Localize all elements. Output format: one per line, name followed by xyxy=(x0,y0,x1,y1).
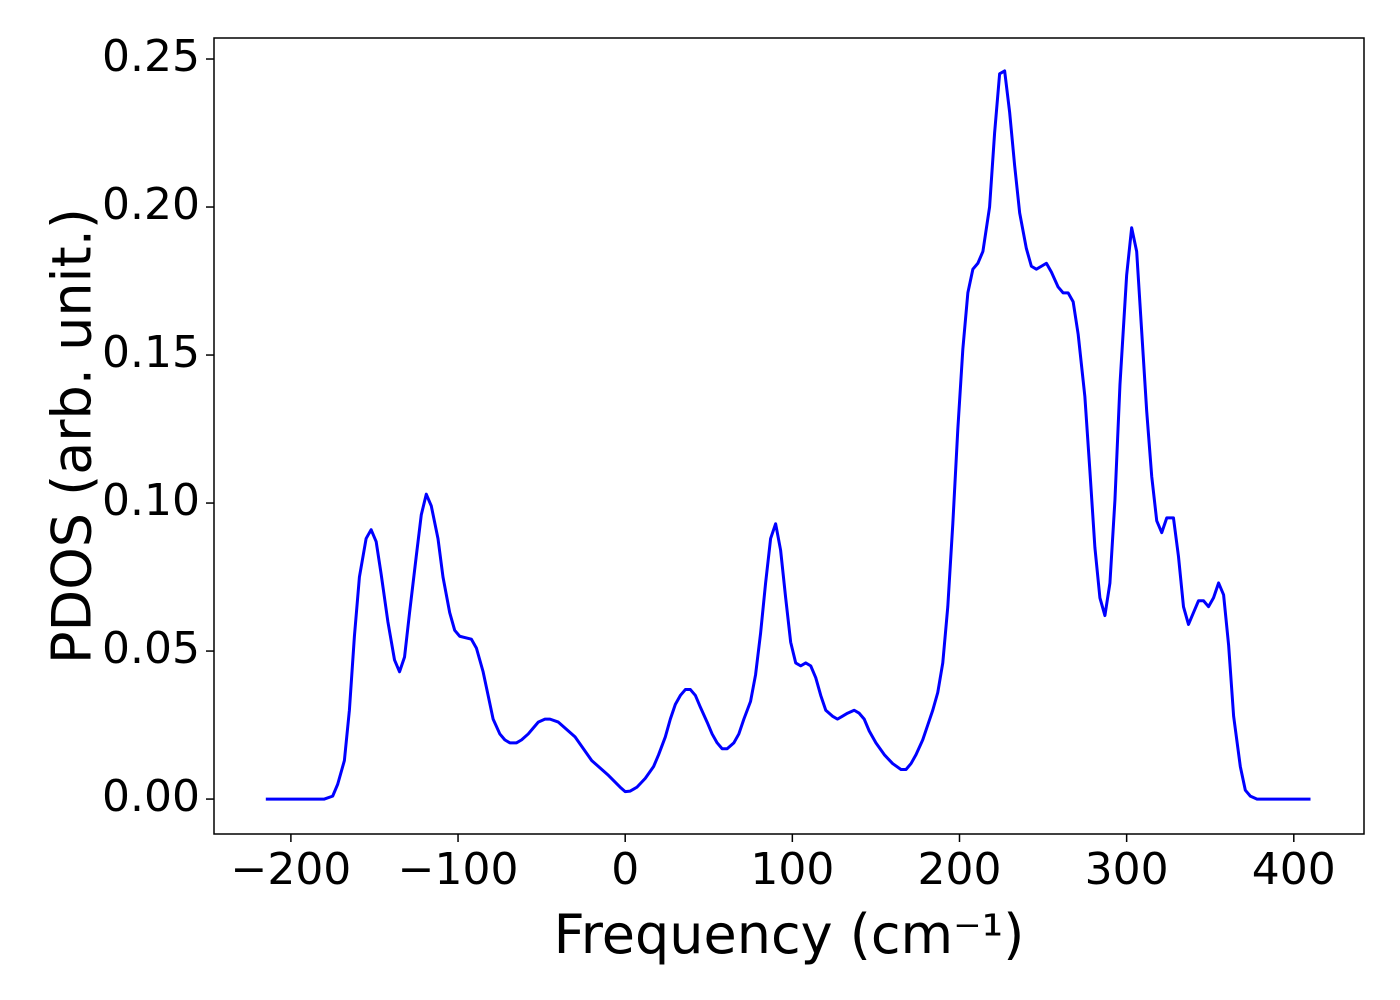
x-tick-label: −100 xyxy=(398,844,519,895)
plot-frame xyxy=(213,37,1365,835)
x-tick-label: 200 xyxy=(918,844,1002,895)
x-tick-label: −200 xyxy=(230,844,351,895)
x-axis-label: Frequency (cm⁻¹) xyxy=(554,903,1025,966)
y-tick-label: 0.20 xyxy=(102,179,200,230)
x-tick-label: 400 xyxy=(1252,844,1336,895)
x-tick-label: 0 xyxy=(611,844,639,895)
y-tick-label: 0.05 xyxy=(102,623,200,674)
y-tick-label: 0.00 xyxy=(102,771,200,822)
x-tick-label: 300 xyxy=(1085,844,1169,895)
y-tick-label: 0.10 xyxy=(102,475,200,526)
x-tick-label: 100 xyxy=(750,844,834,895)
y-tick-label: 0.15 xyxy=(102,327,200,378)
y-axis-label: PDOS (arb. unit.) xyxy=(41,208,104,664)
data-line xyxy=(265,69,1311,801)
y-tick-label: 0.25 xyxy=(102,31,200,82)
